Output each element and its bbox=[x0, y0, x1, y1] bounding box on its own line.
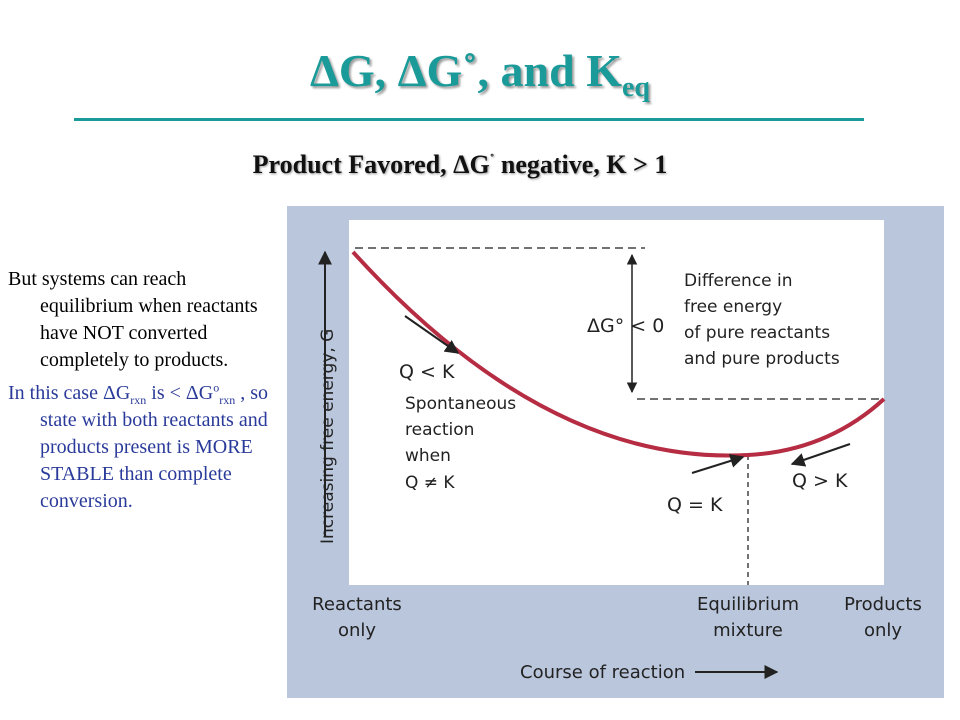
bullet-item: But systems can reach equilibrium when r… bbox=[8, 268, 258, 371]
subtitle-text: Product Favored, ΔG bbox=[252, 150, 490, 179]
x-tick-labels: Reactants only Equilibrium mixture Produ… bbox=[312, 594, 922, 641]
x-tick-equilibrium: Equilibrium bbox=[697, 594, 799, 615]
difference-note-line: Difference in bbox=[684, 271, 793, 291]
free-energy-diagram: Increasing free energy, G ΔG° < 0 Differ… bbox=[312, 220, 922, 683]
difference-note: Difference in free energy of pure reacta… bbox=[684, 271, 840, 369]
x-tick-products-2: only bbox=[864, 620, 902, 641]
q-greater-arrow bbox=[790, 443, 851, 467]
difference-note-line: free energy bbox=[684, 297, 782, 317]
q-equal-arrow bbox=[691, 454, 745, 474]
q-greater-label: Q > K bbox=[792, 470, 848, 492]
x-tick-reactants-2: only bbox=[338, 620, 376, 641]
q-equal-label: Q = K bbox=[667, 494, 723, 516]
spontaneous-note-line: Q ≠ K bbox=[405, 473, 455, 493]
x-axis-label: Course of reaction bbox=[520, 662, 685, 683]
x-tick-equilibrium-2: mixture bbox=[713, 620, 783, 641]
spontaneous-note-line: Spontaneous bbox=[405, 394, 516, 414]
bullet-text: In this case ΔG bbox=[8, 382, 131, 404]
title-main: ΔG, ΔG˚, and K bbox=[309, 45, 622, 96]
title-subscript: eq bbox=[622, 72, 650, 104]
bullet-text: , so state with both reactants and produ… bbox=[40, 382, 269, 512]
slide-subtitle: Product Favored, ΔG˚ negative, K > 1 bbox=[0, 150, 920, 180]
delta-g-label: ΔG° < 0 bbox=[587, 315, 664, 337]
difference-note-line: of pure reactants bbox=[684, 323, 830, 343]
difference-note-line: and pure products bbox=[684, 349, 840, 369]
bullet-text: is < ΔG bbox=[146, 382, 214, 404]
title-underline bbox=[74, 118, 864, 121]
free-energy-figure: Increasing free energy, G ΔG° < 0 Differ… bbox=[287, 206, 944, 698]
slide-title: ΔG, ΔG˚, and Keq bbox=[0, 48, 960, 102]
q-less-arrow bbox=[404, 315, 460, 354]
subtitle-text-end: negative, K > 1 bbox=[494, 150, 668, 179]
x-tick-reactants: Reactants bbox=[312, 594, 402, 615]
y-axis-label: Increasing free energy, G bbox=[318, 329, 338, 544]
spontaneous-note: Spontaneous reaction when Q ≠ K bbox=[405, 394, 516, 493]
spontaneous-note-line: when bbox=[405, 446, 451, 466]
bullet-superscript: o bbox=[213, 380, 220, 395]
q-less-label: Q < K bbox=[399, 361, 455, 383]
spontaneous-note-line: reaction bbox=[405, 420, 474, 440]
x-tick-products: Products bbox=[844, 594, 922, 615]
subtitle-degree: ˚ bbox=[489, 152, 495, 168]
plot-area bbox=[349, 220, 884, 585]
bullet-subscript: rxn bbox=[130, 393, 147, 407]
bullet-item: In this case ΔGrxn is < ΔGorxn , so stat… bbox=[8, 380, 284, 515]
bullet-subscript: rxn bbox=[219, 393, 236, 407]
bullet-list: But systems can reach equilibrium when r… bbox=[8, 266, 284, 521]
